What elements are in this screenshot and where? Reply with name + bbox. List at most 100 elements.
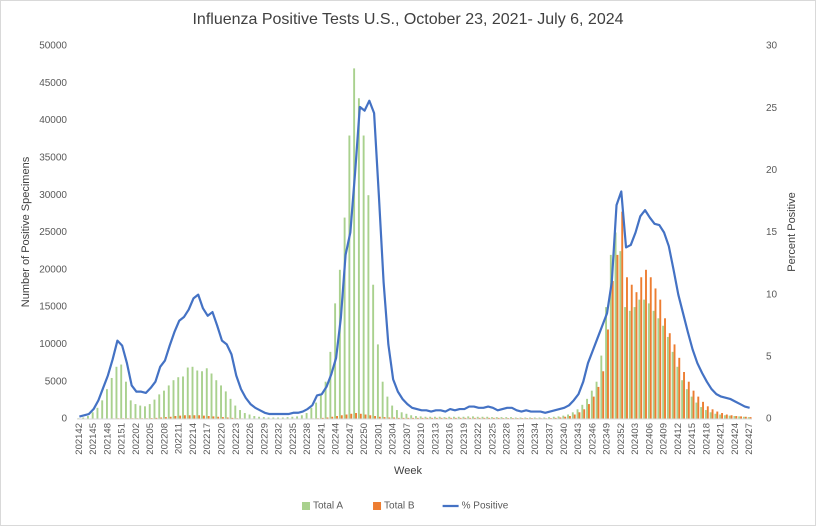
- bar: [296, 416, 299, 419]
- y2-tick-label: 25: [766, 103, 778, 114]
- bar: [459, 417, 462, 419]
- bar: [367, 195, 370, 419]
- x-tick-label: 202235: [288, 423, 299, 455]
- x-tick-label: 202145: [88, 423, 99, 455]
- x-tick-label: 202151: [117, 423, 128, 455]
- bar: [174, 416, 177, 419]
- bar: [481, 416, 484, 419]
- bar: [167, 385, 170, 419]
- bar: [82, 417, 85, 419]
- bar: [633, 307, 636, 419]
- bar: [267, 417, 270, 419]
- bar: [742, 416, 745, 419]
- bar: [730, 415, 733, 419]
- bar: [105, 389, 108, 419]
- x-tick-label: 202208: [159, 423, 170, 455]
- bar: [738, 416, 741, 419]
- bar: [685, 389, 688, 419]
- bar: [277, 417, 280, 419]
- x-tick-label: 202322: [473, 423, 484, 455]
- bar: [706, 406, 709, 419]
- bar: [400, 412, 403, 419]
- bar: [586, 398, 589, 419]
- x-tick-label: 202409: [659, 423, 670, 455]
- bar: [557, 416, 560, 419]
- bar: [740, 416, 743, 419]
- x-tick-label: 202211: [174, 423, 185, 454]
- bar: [310, 407, 313, 419]
- bar: [497, 417, 500, 419]
- bar: [378, 416, 381, 419]
- bar: [552, 416, 555, 419]
- bar: [483, 417, 486, 419]
- bar: [464, 417, 467, 419]
- bar: [716, 411, 719, 419]
- bar: [647, 303, 650, 419]
- bar: [538, 417, 541, 419]
- x-tick-label: 202226: [245, 423, 256, 455]
- bar: [590, 390, 593, 419]
- bar: [160, 417, 163, 419]
- x-tick-label: 202202: [131, 423, 142, 455]
- bar: [666, 336, 669, 419]
- bar: [645, 269, 647, 419]
- bar: [683, 372, 685, 419]
- bar: [220, 385, 222, 419]
- y2-tick-label: 10: [766, 289, 778, 300]
- bar: [524, 417, 527, 419]
- bar: [725, 414, 728, 419]
- x-tick-label: 202352: [616, 423, 627, 455]
- x-tick-label: 202331: [516, 423, 527, 455]
- bar: [374, 416, 376, 419]
- bar: [609, 254, 612, 419]
- legend-label: Total A: [313, 501, 343, 512]
- bar: [155, 417, 158, 419]
- bar: [440, 417, 443, 419]
- bar: [450, 417, 453, 419]
- x-tick-label: 202346: [587, 423, 598, 455]
- bar: [262, 417, 265, 419]
- bar: [416, 417, 419, 419]
- x-tick-label: 202418: [701, 423, 712, 455]
- bar: [359, 413, 362, 419]
- bar: [453, 416, 455, 419]
- bar: [129, 400, 132, 419]
- x-tick-label: 202304: [388, 423, 399, 455]
- bar: [643, 299, 646, 419]
- bar: [410, 415, 413, 419]
- bar: [391, 405, 394, 419]
- bar: [407, 417, 410, 419]
- bar: [687, 381, 690, 419]
- x-tick-label: 202403: [630, 423, 641, 455]
- bar: [353, 68, 356, 419]
- bar: [652, 310, 655, 419]
- bar: [96, 407, 99, 419]
- y2-tick-label: 30: [766, 41, 778, 52]
- y-tick-label: 50000: [39, 41, 67, 52]
- bar: [678, 357, 681, 419]
- bar: [488, 417, 491, 419]
- bar: [568, 416, 571, 419]
- bar: [700, 407, 703, 419]
- bar: [709, 412, 712, 419]
- bar: [611, 280, 614, 419]
- bar: [355, 413, 357, 419]
- bar: [626, 277, 628, 419]
- bar: [300, 415, 303, 419]
- bar: [376, 344, 379, 419]
- bar: [564, 416, 567, 419]
- bar: [607, 329, 609, 419]
- x-tick-label: 202325: [487, 423, 498, 455]
- bar: [164, 417, 167, 419]
- x-tick-label: 202415: [687, 423, 698, 455]
- bar: [473, 417, 476, 419]
- bar: [469, 417, 472, 419]
- bar: [457, 416, 460, 419]
- bar: [702, 401, 704, 419]
- bar: [695, 402, 698, 419]
- x-tick-label: 202223: [231, 423, 242, 455]
- bar: [372, 284, 375, 419]
- y-axis-title: Number of Positive Specimens: [20, 156, 32, 307]
- bar: [224, 391, 227, 419]
